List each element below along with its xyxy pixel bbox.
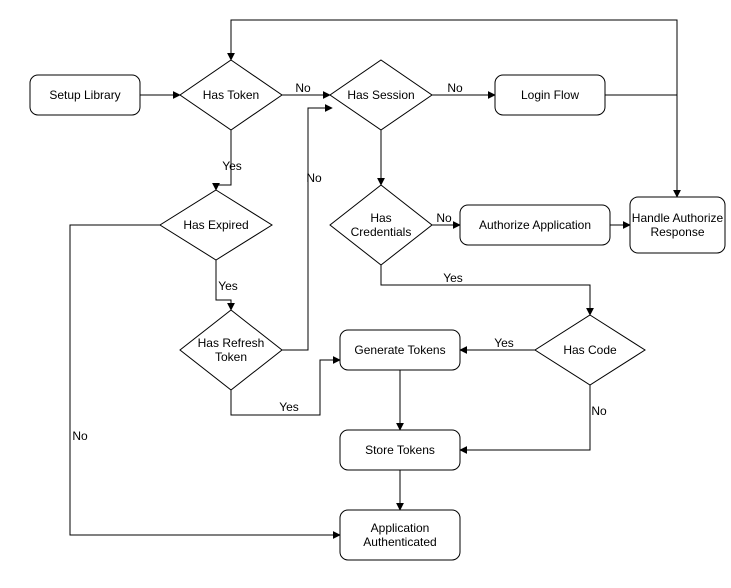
node-label-appAuth-0: Application — [371, 521, 430, 535]
edge-label-14: No — [306, 171, 322, 185]
edge-14 — [282, 108, 332, 350]
node-authApp: Authorize Application — [460, 205, 610, 245]
edge-label-15: No — [72, 429, 88, 443]
node-label-authApp: Authorize Application — [479, 218, 591, 232]
node-label-setup: Setup Library — [49, 88, 120, 102]
edge-label-2: No — [447, 81, 463, 95]
edge-label-11: No — [591, 404, 607, 418]
node-hasSession: Has Session — [330, 60, 432, 130]
edge-9 — [381, 265, 590, 315]
node-label-handleResp-0: Handle Authorize — [632, 211, 724, 225]
edge-8 — [605, 95, 677, 197]
edge-15 — [70, 225, 340, 535]
node-genTokens: Generate Tokens — [340, 330, 460, 370]
edge-7 — [231, 20, 677, 197]
node-label-genTokens: Generate Tokens — [354, 343, 445, 357]
edge-label-3: Yes — [222, 159, 242, 173]
node-label-hasCred-0: Has — [370, 211, 391, 225]
node-hasCode: Has Code — [535, 315, 645, 385]
node-label-storeTokens: Store Tokens — [365, 443, 435, 457]
edge-label-12: Yes — [218, 279, 238, 293]
edge-label-10: Yes — [494, 336, 514, 350]
node-label-hasRefresh-0: Has Refresh — [198, 336, 265, 350]
node-label-hasRefresh-1: Token — [215, 350, 247, 364]
edge-label-5: No — [436, 211, 452, 225]
node-loginFlow: Login Flow — [495, 75, 605, 115]
node-hasCred: HasCredentials — [330, 185, 432, 265]
node-handleResp: Handle AuthorizeResponse — [630, 197, 725, 253]
node-label-hasCode: Has Code — [563, 343, 617, 357]
node-storeTokens: Store Tokens — [340, 430, 460, 470]
node-setup: Setup Library — [30, 75, 140, 115]
node-hasToken: Has Token — [180, 60, 282, 130]
node-label-hasExpired: Has Expired — [183, 218, 248, 232]
node-label-hasSession: Has Session — [347, 88, 414, 102]
node-label-hasCred-1: Credentials — [351, 225, 412, 239]
node-label-handleResp-1: Response — [650, 225, 704, 239]
edge-label-13: Yes — [279, 400, 299, 414]
node-hasRefresh: Has RefreshToken — [180, 310, 282, 390]
edge-label-9: Yes — [443, 271, 463, 285]
node-appAuth: ApplicationAuthenticated — [340, 510, 460, 560]
node-label-hasToken: Has Token — [203, 88, 259, 102]
edge-label-1: No — [295, 81, 311, 95]
edge-11 — [460, 385, 590, 450]
node-label-loginFlow: Login Flow — [521, 88, 579, 102]
node-hasExpired: Has Expired — [160, 190, 272, 260]
node-label-appAuth-1: Authenticated — [363, 535, 436, 549]
nodes-layer: Setup Library Has Token Has Session Login F… — [30, 60, 725, 560]
